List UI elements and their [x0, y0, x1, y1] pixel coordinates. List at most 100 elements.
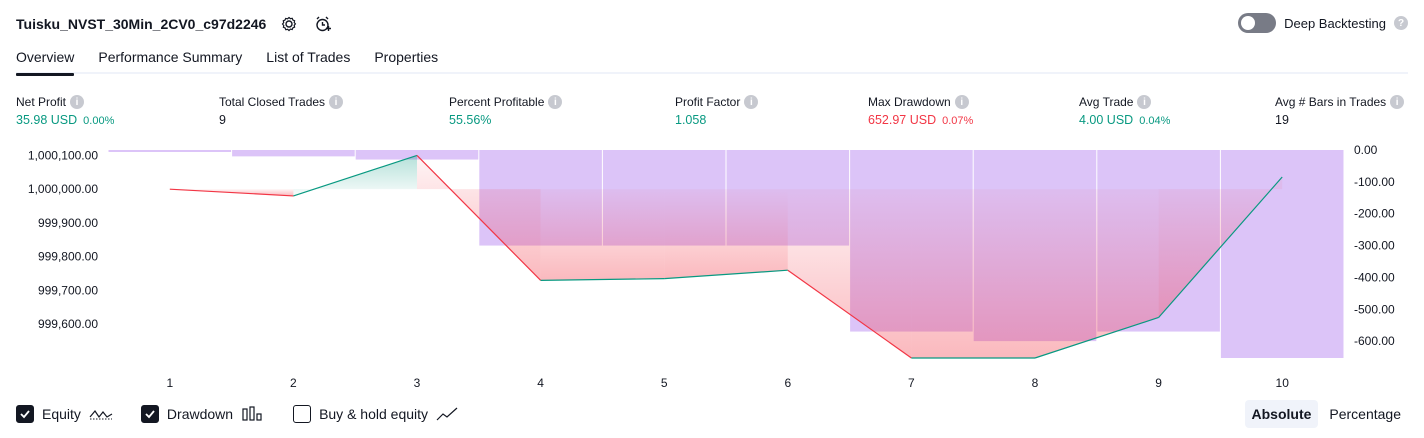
tab-overview[interactable]: Overview [16, 46, 75, 76]
metric-label: Avg # Bars in Trades [1275, 95, 1387, 109]
tab-list-of-trades[interactable]: List of Trades [266, 49, 351, 65]
equity-area-segment [787, 189, 912, 358]
tab-properties[interactable]: Properties [374, 49, 439, 65]
tab-performance-summary[interactable]: Performance Summary [98, 49, 243, 65]
checkbox-checked[interactable] [16, 405, 34, 423]
metric-percent: 0.07% [942, 115, 974, 127]
metric-label: Avg Trade [1079, 95, 1134, 109]
equity-checkbox[interactable]: Equity [16, 405, 113, 423]
equity-area-segment [1035, 189, 1159, 358]
drawdown-tick-label: -600.00 [1354, 334, 1395, 348]
info-icon[interactable]: i [954, 95, 969, 109]
chart-legend: Equity Drawdown Buy & hold equity [16, 402, 460, 426]
x-tick-label: 7 [908, 376, 915, 390]
equity-line-segment [293, 154, 418, 197]
x-tick-label: 9 [1155, 376, 1162, 390]
metric-label: Percent Profitable [449, 95, 545, 109]
x-tick-label: 5 [661, 376, 668, 390]
equity-line-segment [787, 269, 912, 359]
equity-drawdown-chart[interactable]: 1,000,100.00 1,000,000.00 999,900.00 999,80… [0, 136, 1424, 394]
equity-line-segment [416, 154, 542, 281]
drawdown-tick-label: -300.00 [1354, 239, 1395, 253]
buy-hold-checkbox[interactable]: Buy & hold equity [293, 405, 460, 423]
checkbox-checked[interactable] [140, 405, 159, 423]
info-icon[interactable]: i [329, 95, 344, 109]
strategy-name: Tuisku_NVST_30Min_2CV0_c97d2246 [16, 16, 267, 32]
metric-value: 9 [219, 113, 226, 127]
metric-percent: 0.00% [83, 115, 115, 127]
metric-value: 4.00 USD [1079, 113, 1134, 127]
info-icon[interactable]: i [744, 95, 759, 109]
equity-line-icon [89, 406, 113, 422]
info-icon[interactable]: i [1137, 95, 1152, 109]
equity-tick-label: 999,900.00 [38, 216, 98, 230]
absolute-button[interactable]: Absolute [1244, 400, 1319, 428]
metric-value: 19 [1275, 113, 1289, 127]
drawdown-tick-label: -500.00 [1354, 302, 1395, 316]
percentage-button[interactable]: Percentage [1329, 406, 1401, 422]
x-tick-label: 3 [414, 376, 421, 390]
checkbox-unchecked[interactable] [293, 405, 312, 423]
buy-hold-line-icon [436, 406, 460, 422]
x-tick-label: 8 [1032, 376, 1039, 390]
equity-tick-label: 999,800.00 [38, 250, 98, 264]
metric-avg-bars: Avg # Bars in Trades i 19 [1275, 94, 1405, 129]
add-alert-icon[interactable] [312, 13, 334, 35]
drawdown-tick-label: -400.00 [1354, 270, 1395, 284]
drawdown-bar [108, 150, 232, 152]
equity-line-segment [1034, 316, 1159, 359]
metric-label: Net Profit [16, 95, 67, 109]
deep-backtesting-toggle[interactable] [1238, 13, 1277, 33]
drawdown-checkbox[interactable]: Drawdown [140, 405, 265, 423]
drawdown-bar [355, 150, 479, 160]
metric-avg-trade: Avg Trade i 4.00 USD 0.04% [1079, 94, 1170, 129]
equity-tick-label: 999,700.00 [38, 283, 98, 297]
info-icon[interactable]: i [548, 95, 563, 109]
x-tick-label: 4 [537, 376, 544, 390]
drawdown-bar [232, 150, 355, 157]
metric-total-closed-trades: Total Closed Trades i 9 [219, 94, 344, 129]
x-tick-label: 10 [1276, 376, 1290, 390]
equity-area-segment [911, 189, 1035, 358]
help-icon[interactable]: ? [1394, 16, 1408, 30]
equity-tick-label: 1,000,000.00 [28, 182, 98, 196]
metric-max-drawdown: Max Drawdown i 652.97 USD 0.07% [868, 94, 973, 129]
equity-label: Equity [42, 406, 81, 422]
equity-line-segment [1158, 176, 1283, 318]
x-tick-label: 6 [784, 376, 791, 390]
equity-line-segment [169, 188, 294, 197]
metric-percent-profitable: Percent Profitable i 55.56% [449, 94, 563, 129]
equity-area-segment [540, 189, 665, 281]
drawdown-bars-icon [241, 406, 265, 422]
drawdown-tick-label: -100.00 [1354, 175, 1395, 189]
info-icon[interactable]: i [1390, 95, 1405, 109]
settings-icon[interactable] [278, 13, 300, 35]
metric-net-profit: Net Profit i 35.98 USD 0.00% [16, 94, 114, 129]
metric-label: Max Drawdown [868, 95, 951, 109]
equity-line-segment [664, 269, 788, 280]
deep-backtesting: Deep Backtesting ? [1238, 13, 1408, 33]
strategy-header: Tuisku_NVST_30Min_2CV0_c97d2246 [16, 12, 334, 36]
equity-line-segment [540, 278, 665, 281]
metric-value: 652.97 USD [868, 113, 937, 127]
x-tick-label: 2 [290, 376, 297, 390]
info-icon[interactable]: i [70, 95, 85, 109]
buy-hold-label: Buy & hold equity [319, 406, 429, 422]
equity-tick-label: 1,000,100.00 [28, 148, 98, 162]
equity-tick-label: 999,600.00 [38, 317, 98, 331]
metric-percent: 0.04% [1139, 115, 1171, 127]
equity-area-segment [664, 189, 788, 279]
display-mode: Absolute Percentage [1244, 400, 1409, 428]
drawdown-label: Drawdown [166, 406, 234, 422]
metric-value: 55.56% [449, 113, 492, 127]
report-tabs: Overview Performance Summary List of Tra… [16, 46, 1408, 76]
metric-profit-factor: Profit Factor i 1.058 [675, 94, 759, 129]
metric-label: Total Closed Trades [219, 95, 326, 109]
deep-backtesting-label: Deep Backtesting [1284, 15, 1386, 31]
metric-value: 1.058 [675, 113, 707, 127]
metric-label: Profit Factor [675, 95, 741, 109]
drawdown-tick-label: -200.00 [1354, 207, 1395, 221]
x-tick-label: 1 [166, 376, 173, 390]
drawdown-tick-label: 0.00 [1354, 143, 1378, 157]
metric-value: 35.98 USD [16, 113, 78, 127]
